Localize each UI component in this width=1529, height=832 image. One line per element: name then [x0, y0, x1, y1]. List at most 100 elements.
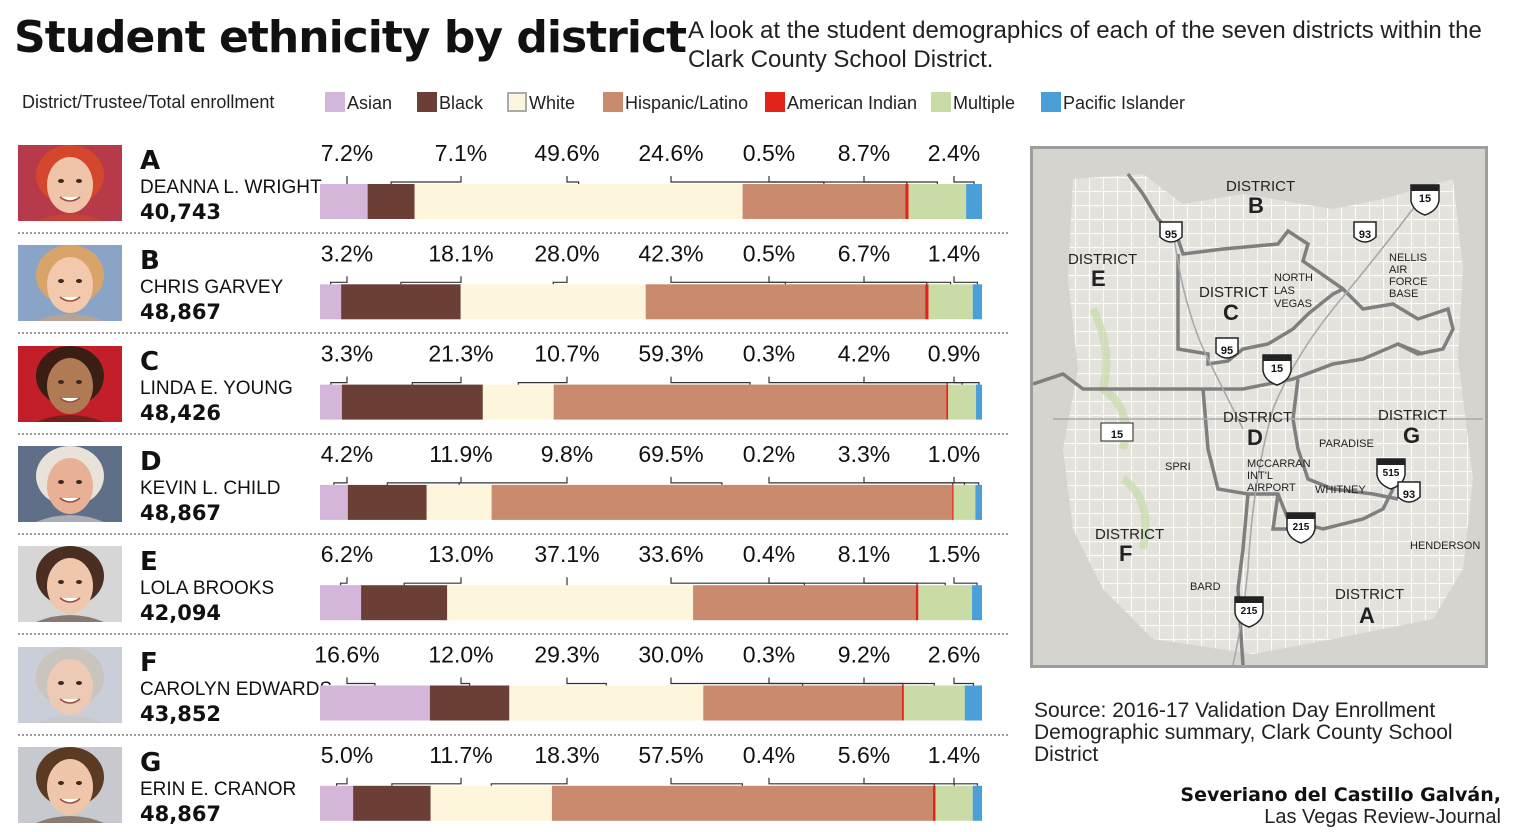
bar-segment-g-asian — [320, 785, 354, 821]
total-enrollment: 40,743 — [140, 200, 222, 224]
trustee-name: ERIN E. CRANOR — [140, 778, 297, 800]
highway-number: 15 — [1111, 429, 1123, 441]
legend-swatch — [1041, 92, 1061, 112]
legend-label: Multiple — [953, 93, 1016, 113]
leader-line — [863, 176, 938, 184]
leader-line — [552, 276, 568, 285]
bar-segment-d-asian — [320, 484, 348, 520]
bar-segment-f-asian — [320, 685, 430, 721]
data-label: 8.1% — [838, 541, 890, 567]
bar-segment-a-asian — [320, 184, 368, 219]
map-district-word: DISTRICT — [1378, 407, 1447, 424]
bar-segment-b-white — [460, 284, 646, 320]
map-place-label: HENDERSON — [1410, 540, 1480, 552]
bar-segment-f-white — [509, 685, 704, 721]
legend-swatch — [603, 92, 623, 112]
leader-line — [400, 276, 462, 285]
map-place-label: SPRI — [1165, 461, 1191, 473]
data-label: 1.0% — [928, 441, 980, 467]
source-note: Source: 2016-17 Validation Day Enrollmen… — [1034, 699, 1453, 766]
map-district-word: DISTRICT — [1068, 251, 1137, 268]
leader-line — [386, 476, 462, 485]
legend-swatch — [931, 92, 951, 112]
district-map-drawing: DISTRICT B DISTRICT E DISTRICT C DISTRIC… — [1032, 149, 1485, 666]
trustee-name: LINDA E. YOUNG — [140, 377, 293, 399]
leader-line — [517, 376, 568, 385]
trustee-photo — [18, 445, 122, 522]
column-header-label: District/Trustee/Total enrollment — [22, 92, 275, 112]
highway-shield-icon: 215 — [1234, 596, 1264, 628]
trustee-name: CAROLYN EDWARDS — [140, 678, 333, 700]
legend-swatch — [507, 92, 527, 112]
leader-line — [863, 376, 963, 385]
urban-street-grid — [1063, 174, 1473, 654]
map-district-letter-e: E — [1091, 266, 1106, 291]
leader-line — [863, 276, 952, 285]
highway-number: 95 — [1165, 229, 1177, 241]
bar-segment-a-american-indian — [905, 184, 909, 219]
leader-line — [768, 476, 954, 485]
leader-line — [403, 577, 462, 586]
bar-segment-b-pacific-islander — [972, 284, 982, 320]
map-place-label: AIR — [1389, 264, 1407, 276]
leader-line — [768, 577, 918, 586]
leader-line — [670, 276, 786, 285]
data-label: 1.4% — [928, 742, 980, 768]
bar-segment-d-hispanic-latino — [491, 484, 953, 520]
district-letter: A — [140, 146, 161, 176]
bar-segment-g-american-indian — [932, 785, 936, 821]
map-district-letter-a: A — [1359, 603, 1375, 628]
data-label: 9.2% — [838, 642, 890, 668]
trustee-name: DEANNA L. WRIGHT — [140, 177, 322, 198]
map-district-word: DISTRICT — [1226, 178, 1295, 195]
data-label: 0.4% — [743, 742, 795, 768]
leader-line — [670, 777, 743, 786]
data-label: 11.7% — [429, 742, 493, 768]
highway-number: 93 — [1359, 229, 1371, 241]
total-enrollment: 48,867 — [140, 300, 222, 325]
trustee-photo — [18, 345, 122, 422]
map-district-letter-b: B — [1248, 193, 1264, 218]
data-label: 3.3% — [321, 341, 373, 367]
highway-number: 15 — [1419, 193, 1431, 205]
credit-organization: Las Vegas Review-Journal — [1264, 806, 1501, 828]
data-label: 37.1% — [534, 541, 599, 567]
bar-segment-b-multiple — [928, 284, 973, 320]
legend-item-pacific-islander: Pacific Islander — [1041, 92, 1185, 114]
legend-label: Asian — [347, 93, 393, 113]
legend-item-white: White — [507, 92, 575, 114]
credit-author: Severiano del Castillo Galván, — [1180, 784, 1501, 806]
leader-line — [670, 376, 751, 385]
highway-shield-icon: 93 — [1353, 221, 1377, 243]
trustee-name: CHRIS GARVEY — [140, 277, 284, 299]
legend-item-hispanic-latino: Hispanic/Latino — [603, 92, 748, 114]
data-label: 18.1% — [428, 240, 493, 266]
leader-line — [390, 176, 462, 184]
map-place-label: INT'L — [1247, 470, 1273, 482]
map-place-label: NORTH — [1274, 272, 1313, 284]
highway-shield-icon: 93 — [1397, 481, 1421, 503]
map-district-word: DISTRICT — [1223, 409, 1292, 426]
highway-shield-icon: 15 — [1100, 422, 1134, 442]
data-label: 33.6% — [638, 541, 703, 567]
map-place-label: PARADISE — [1319, 438, 1374, 450]
bar-segment-a-hispanic-latino — [742, 184, 906, 219]
map-district-letter-d: D — [1247, 425, 1263, 450]
trustee-photo — [18, 646, 122, 723]
leader-line — [768, 276, 928, 285]
bar-segment-e-black — [361, 585, 448, 621]
data-label: 0.2% — [743, 441, 795, 467]
data-label: 42.3% — [638, 240, 703, 266]
district-letter: D — [140, 446, 162, 477]
leader-line — [391, 777, 462, 786]
bar-segment-b-hispanic-latino — [645, 284, 926, 320]
data-label: 11.9% — [429, 441, 493, 467]
highway-number: 93 — [1403, 489, 1415, 501]
leader-line — [768, 777, 935, 786]
data-label: 4.2% — [321, 441, 373, 467]
row-divider — [18, 432, 1008, 435]
leader-line — [953, 276, 978, 285]
legend-label: Black — [439, 93, 484, 113]
map-place-label: BASE — [1389, 288, 1418, 300]
